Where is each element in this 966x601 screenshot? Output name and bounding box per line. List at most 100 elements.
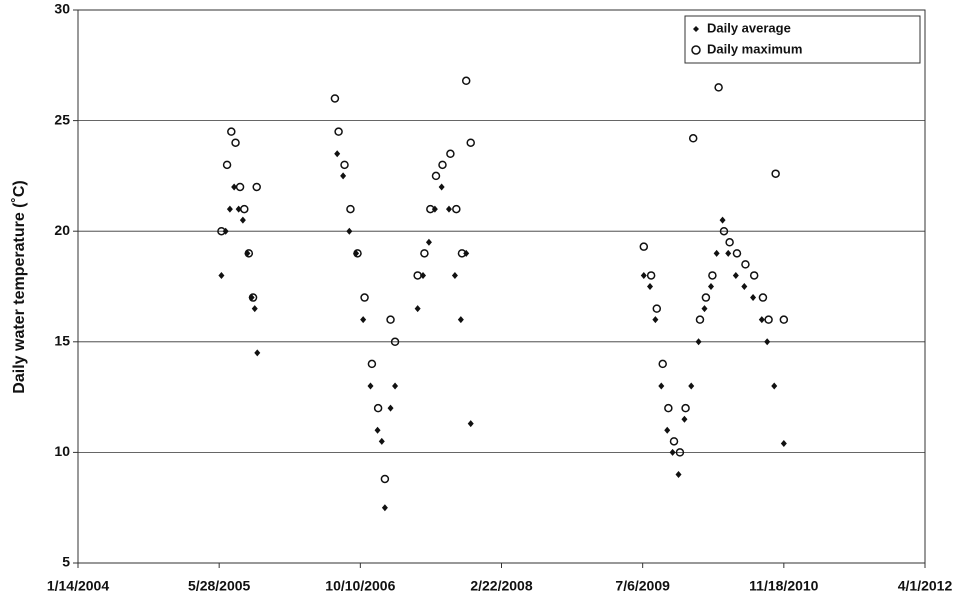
point [750,294,757,302]
point [340,160,349,170]
point [669,448,676,456]
point [708,271,717,280]
x-tick-label: 10/10/2006 [325,578,395,594]
point [646,271,656,280]
x-tick-label: 7/6/2009 [615,578,670,594]
point [771,169,780,178]
point [387,404,394,412]
point [725,238,734,247]
point [688,134,698,143]
point [226,205,233,213]
y-tick-label: 20 [54,222,70,238]
point [466,138,475,147]
point [446,149,455,159]
point [639,242,649,251]
point [334,127,343,136]
point [222,160,232,170]
point [380,474,390,484]
point [392,382,399,390]
legend-marker [693,26,699,32]
y-tick-label: 25 [54,111,70,127]
point [741,283,748,290]
point [695,338,702,346]
point [764,338,771,346]
point [381,504,388,512]
x-tick-label: 1/14/2004 [47,578,109,594]
point [254,349,261,357]
point [658,382,665,390]
point [732,249,742,258]
y-tick-label: 10 [54,443,70,459]
point [218,271,225,279]
point [431,171,441,181]
point [461,76,471,86]
legend-label: Daily average [707,20,791,35]
point [719,216,726,224]
point [652,304,662,313]
point [420,249,429,258]
point [771,382,778,390]
point [764,315,773,324]
point [425,238,432,246]
x-tick-label: 11/18/2010 [749,578,819,594]
point [330,94,340,103]
point [675,471,682,479]
y-tick-label: 30 [54,1,70,17]
point [714,83,723,92]
point [467,420,474,428]
point [386,315,395,324]
point [452,204,461,214]
point [457,249,467,258]
point [732,271,739,279]
point [227,127,236,136]
point [658,359,667,369]
x-tick-label: 2/22/2008 [470,578,532,594]
point [346,204,355,214]
point [758,316,765,324]
point [334,150,341,158]
point [688,382,695,390]
point [240,204,249,214]
point [681,415,688,423]
point [445,205,452,213]
point [353,249,362,258]
y-axis-label: Daily water temperature (˚C) [11,180,28,393]
point [373,403,383,413]
y-tick-label: 15 [54,333,70,349]
point [217,226,226,236]
point [749,271,759,280]
legend-marker [691,45,701,55]
point [681,403,690,413]
point [640,271,647,279]
x-tick-label: 4/1/2012 [898,578,953,594]
point [367,359,377,369]
point [248,293,258,302]
point [374,426,381,434]
point [244,249,254,258]
point [378,437,385,445]
point [664,403,673,413]
point [239,216,246,224]
point [251,305,258,313]
point [647,283,654,290]
point [367,382,374,390]
point [652,316,659,324]
point [235,182,245,192]
point [231,183,238,191]
point [346,227,353,235]
point [360,316,367,324]
point [741,260,750,269]
point [451,271,458,279]
point [413,271,422,280]
point [669,437,679,446]
point [701,293,711,302]
point [457,316,464,324]
x-tick-label: 5/28/2005 [188,578,250,594]
point [360,293,369,302]
point [779,315,789,324]
plot-border [77,9,926,564]
legend-label: Daily maximum [707,41,802,56]
point [390,337,400,347]
point [713,249,720,257]
